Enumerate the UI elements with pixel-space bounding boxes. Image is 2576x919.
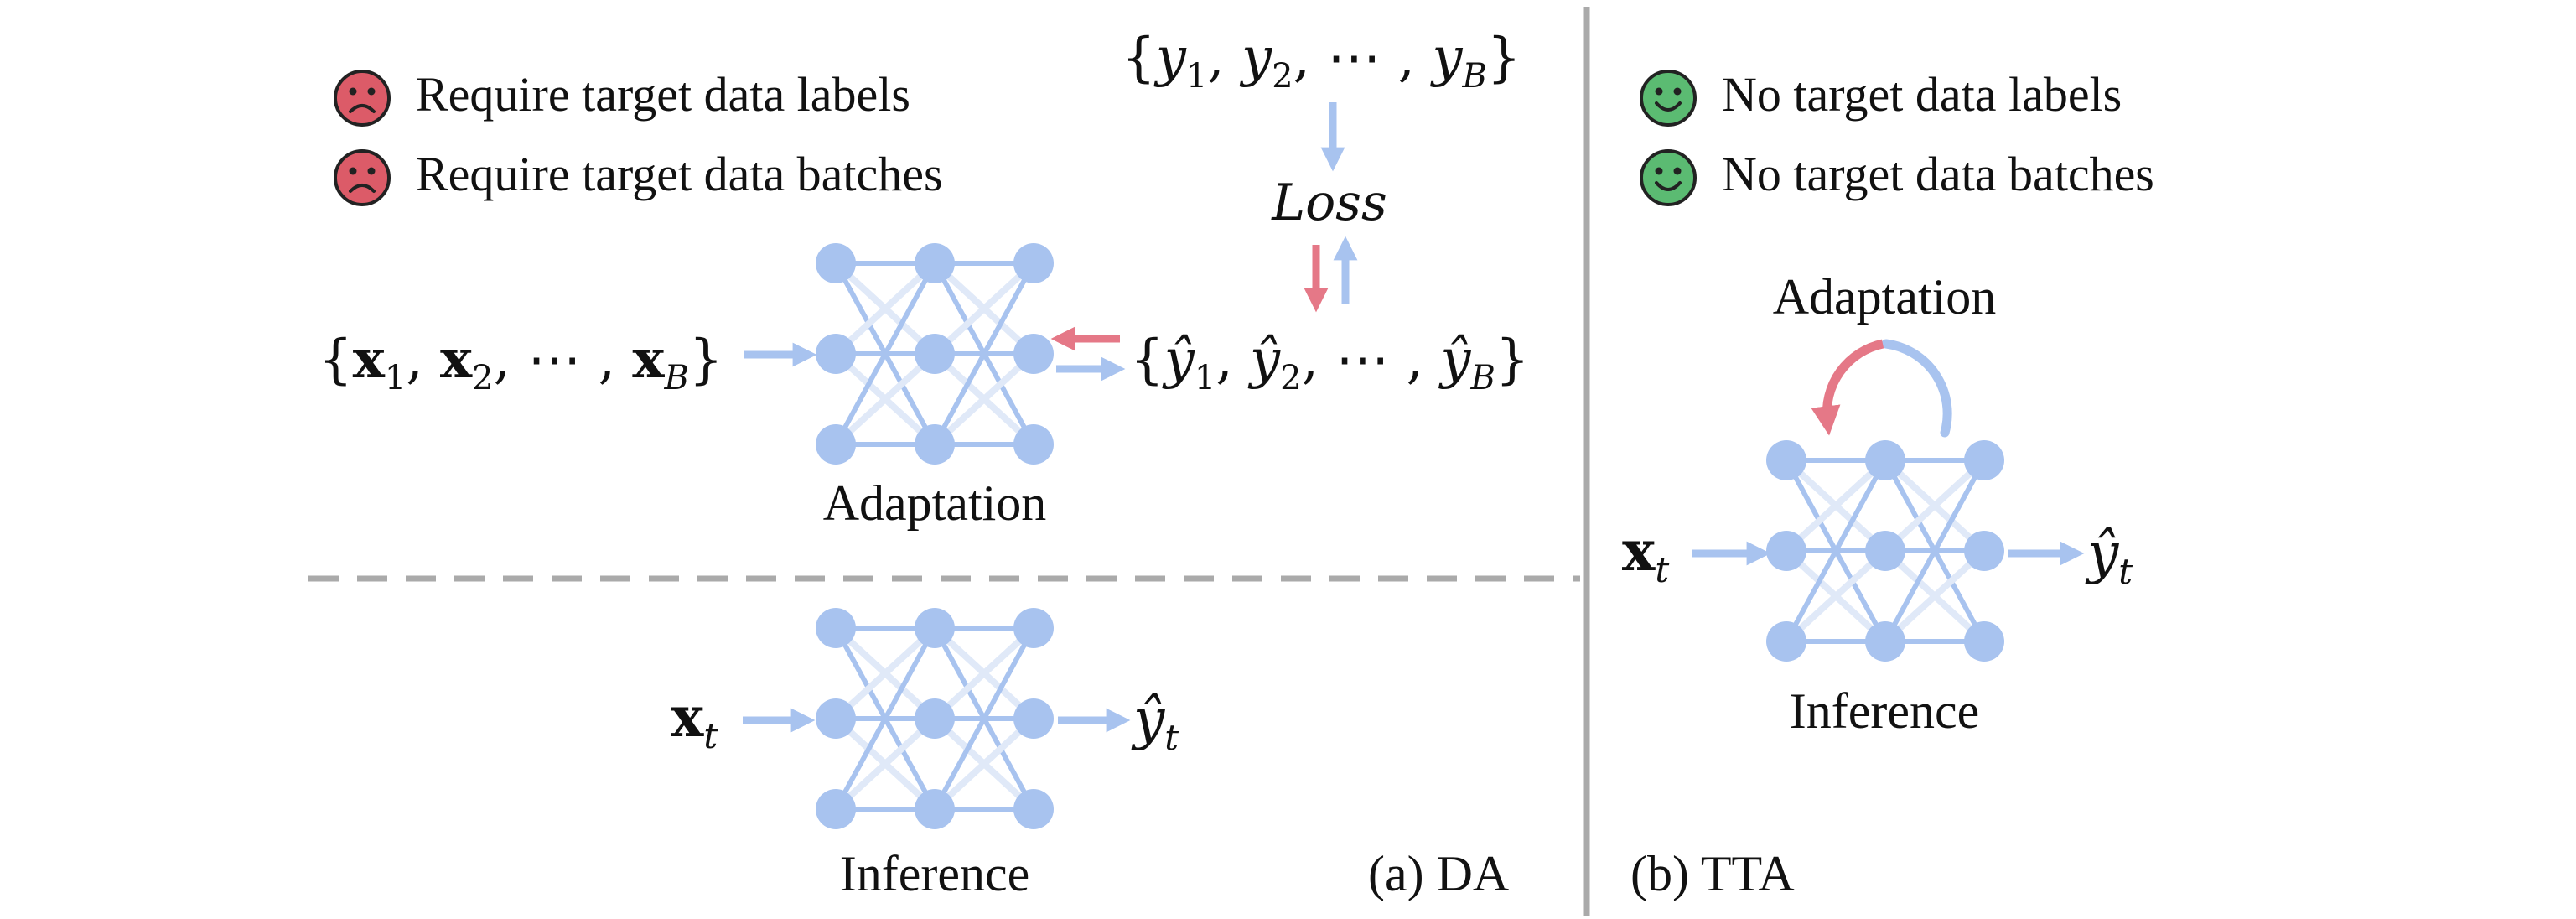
network-edge — [832, 715, 938, 813]
network-edge — [931, 625, 1037, 722]
requirement-text: Require target data batches — [416, 147, 943, 201]
network-node — [816, 424, 856, 465]
network-edge — [832, 260, 938, 357]
network-edge — [1784, 458, 1888, 644]
panel-label-da: (a) DA — [1368, 846, 1509, 901]
inference-network — [816, 608, 1054, 829]
panel-label-tta: (b) TTA — [1630, 846, 1795, 901]
network-edge — [932, 261, 1036, 447]
tta-inference-caption: Inference — [1790, 683, 1979, 739]
happy-face-icon — [1640, 70, 1697, 127]
benefit-text: No target data labels — [1722, 67, 2122, 122]
network-node — [816, 789, 856, 829]
inference-input-label: xt — [671, 684, 718, 756]
network-node — [816, 243, 856, 283]
network-node — [1766, 440, 1806, 480]
network-node — [1013, 789, 1054, 829]
network-node — [1865, 621, 1905, 662]
network-node — [915, 698, 955, 739]
network-node — [816, 698, 856, 739]
network-node — [915, 789, 955, 829]
sad-face-icon — [334, 70, 391, 127]
network-node — [915, 608, 955, 648]
adaptation-network — [816, 243, 1054, 465]
network-node — [1013, 424, 1054, 465]
network-edge — [832, 625, 938, 722]
sad-face-icon — [334, 149, 391, 206]
adaptation-loop-red — [1811, 339, 1884, 436]
network-edge — [932, 626, 1036, 812]
network-node — [1766, 621, 1806, 662]
loss-label: Loss — [1271, 174, 1387, 232]
network-node — [816, 334, 856, 374]
network-node — [1013, 243, 1054, 283]
happy-face-icon — [1640, 149, 1697, 206]
benefit-item-batches: No target data batches — [1640, 147, 2154, 206]
adaptation-caption: Adaptation — [823, 475, 1047, 531]
output-batch-label: {ŷ1, ŷ2, ⋯ , ŷB} — [1130, 329, 1530, 397]
network-edge — [931, 260, 1037, 357]
network-node — [1013, 698, 1054, 739]
network-node — [915, 243, 955, 283]
network-node — [1013, 608, 1054, 648]
requirement-item-labels: Require target data labels — [334, 67, 910, 127]
network-node — [915, 424, 955, 465]
inference-output-label: ŷt — [1131, 687, 1179, 758]
network-node — [816, 608, 856, 648]
true-labels-batch: {y1, y2, ⋯ , yB} — [1122, 27, 1521, 96]
network-edge — [1882, 457, 1988, 554]
input-batch-label: {x1, x2, ⋯ , xB} — [319, 328, 723, 397]
network-node — [1865, 531, 1905, 571]
network-node — [1964, 531, 2004, 571]
tta-input-label: xt — [1622, 518, 1669, 590]
benefit-text: No target data batches — [1722, 147, 2154, 201]
tta-adaptation-caption: Adaptation — [1773, 269, 1997, 325]
network-edge — [931, 715, 1037, 813]
network-node — [1865, 440, 1905, 480]
network-edge — [1883, 458, 1987, 644]
requirement-item-batches: Require target data batches — [334, 147, 943, 206]
tta-output-label: ŷt — [2085, 521, 2133, 592]
network-edge — [832, 350, 938, 448]
tta-network — [1766, 440, 2004, 662]
network-node — [1964, 621, 2004, 662]
network-node — [915, 334, 955, 374]
network-edge — [833, 261, 937, 447]
adaptation-loop-blue — [1881, 339, 1952, 438]
network-node — [1964, 440, 2004, 480]
requirement-text: Require target data labels — [416, 67, 910, 122]
benefit-item-labels: No target data labels — [1640, 67, 2122, 127]
inference-caption: Inference — [840, 846, 1029, 901]
network-node — [1013, 334, 1054, 374]
network-edge — [931, 350, 1037, 448]
network-edge — [1882, 548, 1988, 645]
network-edge — [833, 626, 937, 812]
network-node — [1766, 531, 1806, 571]
network-edge — [1783, 457, 1889, 554]
network-edge — [1783, 548, 1889, 645]
